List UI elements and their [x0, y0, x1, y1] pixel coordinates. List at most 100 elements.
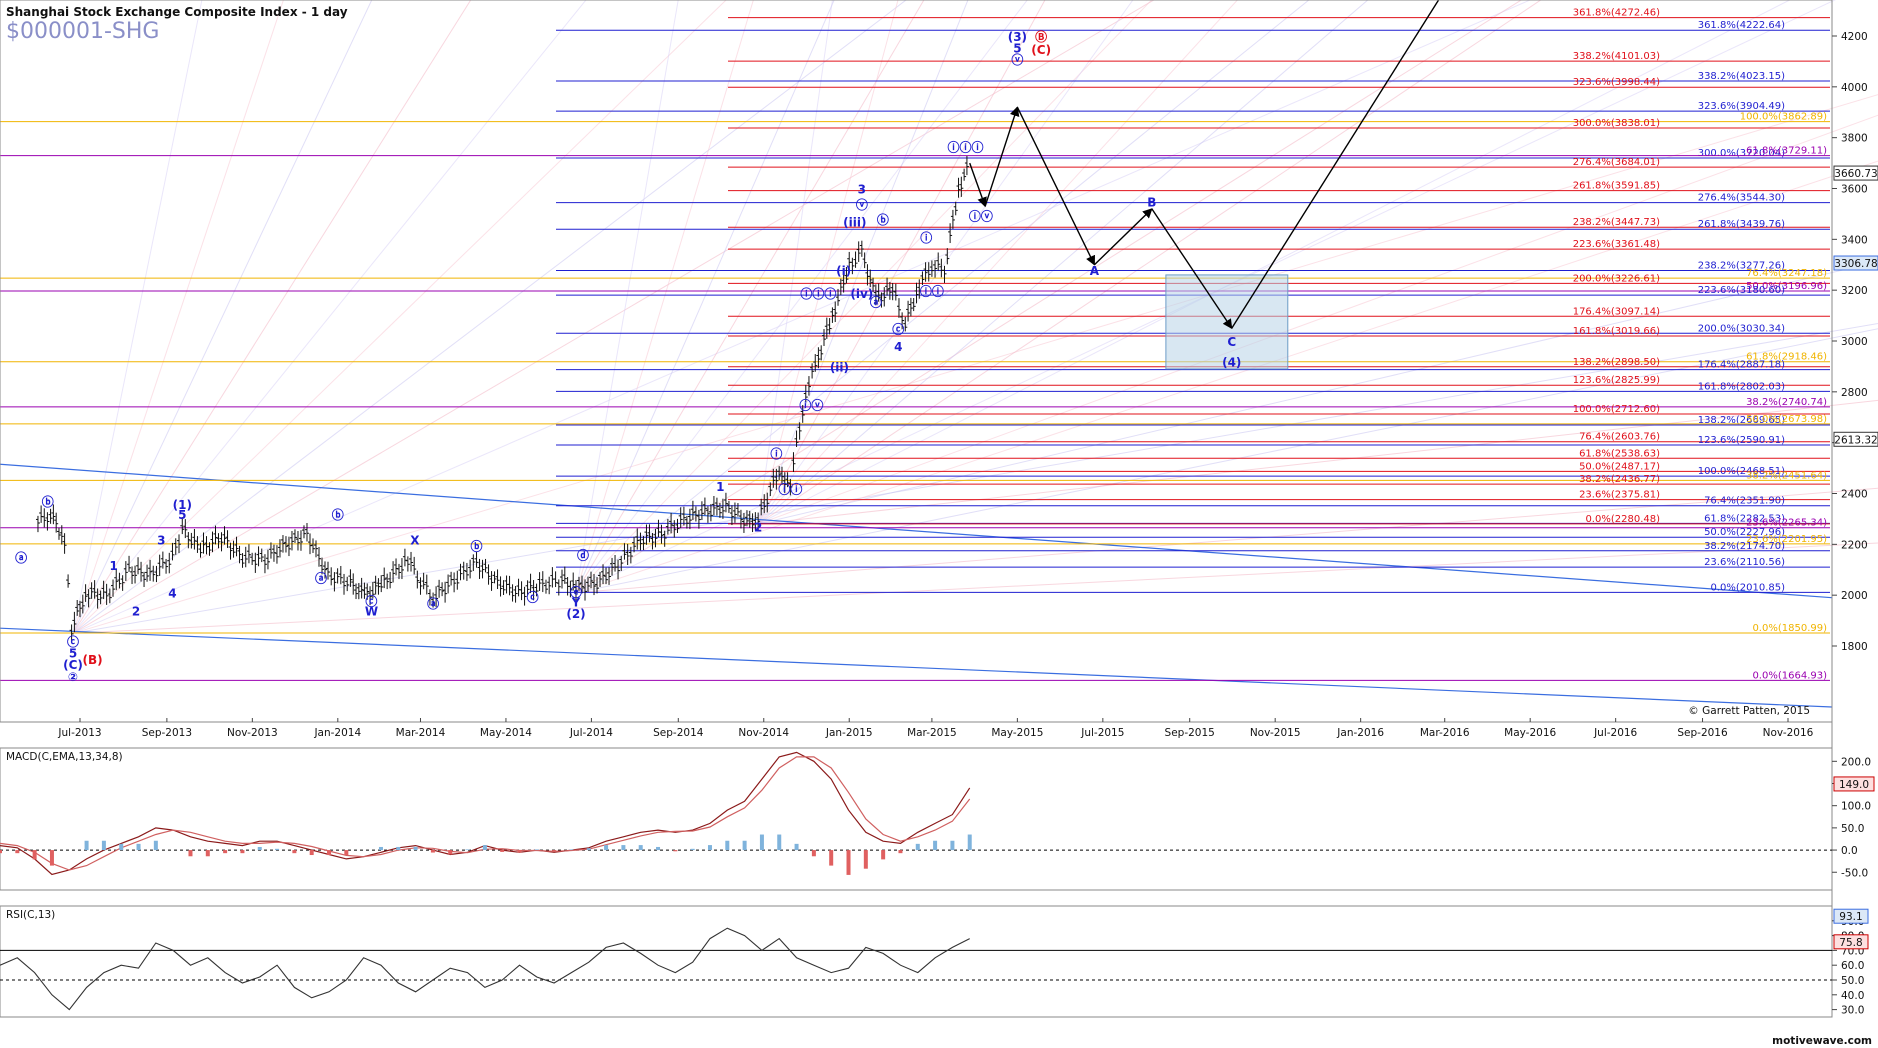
x-tick-label: Mar-2015 — [907, 727, 957, 739]
fib-level-label: 38.2%(2451.64) — [1746, 470, 1827, 481]
wave-label: 1 — [109, 559, 117, 573]
fib-level-label: 38.2%(2740.74) — [1746, 397, 1827, 408]
wave-label: (i) — [836, 264, 851, 278]
macd-histogram-bar — [742, 840, 747, 851]
fib-level-label: 50.0%(3196.96) — [1746, 281, 1827, 292]
projection-arrow — [984, 106, 1020, 207]
fib-level-label: 23.6%(2201.95) — [1746, 534, 1827, 545]
wave-label: ⓘ — [920, 230, 932, 245]
fan-line — [575, 0, 1153, 593]
fan-line — [757, 0, 833, 525]
macd-histogram-bar — [84, 840, 89, 851]
macd-histogram-bar — [690, 848, 695, 851]
wave-label: Y — [571, 596, 581, 610]
y-tick-label: 2800 — [1841, 387, 1868, 399]
x-tick-label: Jan-2014 — [313, 727, 361, 739]
brand-label: motivewave.com — [1772, 1035, 1872, 1047]
copyright-label: © Garrett Patten, 2015 — [1688, 705, 1810, 717]
fan-line — [575, 0, 1310, 594]
x-tick-label: Jul-2013 — [57, 727, 101, 739]
channel-line-upper — [0, 463, 1833, 599]
projection-arrow — [1093, 208, 1153, 266]
fan-line — [72, 0, 907, 634]
wave-label: B — [1147, 195, 1156, 209]
channel-line-lower — [0, 627, 1833, 708]
fib-level-label: 38.2%(2436.77) — [1579, 474, 1660, 485]
price-tag-label: 3660.73 — [1834, 168, 1877, 180]
wave-label: (4) — [1222, 355, 1241, 369]
macd-histogram-bar — [309, 850, 314, 856]
macd-histogram-bar — [794, 843, 799, 851]
macd-histogram-bar — [240, 850, 245, 854]
macd-value-tag — [1833, 776, 1875, 792]
fib-level-label: 338.2%(4101.03) — [1573, 51, 1660, 62]
rsi-panel: RSI(C,13)30.040.050.060.070.080.090.093.… — [0, 908, 1869, 1017]
fib-level-label: 338.2%(4023.15) — [1698, 71, 1785, 82]
projection-arrow — [969, 162, 987, 208]
macd-histogram-bar — [482, 845, 487, 851]
fan-line — [575, 0, 1028, 593]
wave-label: (iii) — [843, 216, 866, 230]
macd-histogram-bar — [153, 840, 158, 851]
x-tick-label: Sep-2013 — [142, 727, 192, 739]
wave-label: ⓘⓥ — [799, 398, 823, 413]
wave-label: (3) — [1008, 30, 1027, 44]
wave-label: ⓔ — [570, 584, 582, 599]
wave-label: ⓑ — [471, 539, 483, 554]
fib-level-label: 76.4%(2351.90) — [1704, 496, 1785, 507]
fan-line — [757, 114, 1878, 525]
fib-level-label: 61.8%(2282.53) — [1704, 513, 1785, 524]
fan-line — [757, 0, 899, 525]
macd-histogram-bar — [101, 840, 106, 851]
fan-line — [575, 0, 925, 593]
fib-level-label: 176.4%(3097.14) — [1573, 306, 1660, 317]
price-tag-label: 3306.78 — [1834, 258, 1877, 270]
macd-histogram-bar — [396, 846, 401, 851]
macd-histogram-bar — [275, 848, 280, 851]
macd-histogram-bar — [863, 850, 868, 869]
fib-level-label: 61.8%(3729.11) — [1746, 146, 1827, 157]
macd-histogram-bar — [0, 850, 2, 854]
price-series — [35, 156, 969, 643]
fan-line — [575, 328, 1878, 594]
fan-line — [575, 0, 1836, 594]
x-tick-label: Jul-2014 — [569, 727, 613, 739]
fib-level-label: 123.6%(2590.91) — [1698, 435, 1785, 446]
wave-label: ⓘⓘⓘ — [800, 286, 836, 301]
macd-histogram-bar — [950, 840, 955, 851]
wave-label: ⓑ — [42, 494, 54, 509]
fan-line — [575, 487, 1878, 594]
fib-level-label: 138.2%(2669.65) — [1698, 415, 1785, 426]
fan-line — [575, 0, 679, 593]
fib-level-label: 50.0%(2673.98) — [1746, 414, 1827, 425]
y-tick-label: 4000 — [1841, 82, 1868, 94]
fib-level-label: 100.0%(2468.51) — [1698, 466, 1785, 477]
macd-y-tick-label: -50.0 — [1841, 867, 1868, 879]
fan-line — [757, 0, 1239, 525]
macd-panel: MACD(C,EMA,13,34,8)-50.00.050.0100.0150.… — [0, 751, 1875, 879]
projection-arrow — [1151, 208, 1233, 330]
wave-label: ⓒ — [527, 590, 539, 605]
fib-level-label: 300.0%(3720.04) — [1698, 148, 1785, 159]
macd-histogram-bar — [292, 850, 297, 854]
wave-label: 1 — [716, 480, 724, 494]
wave-label: ⓘⓥ — [969, 208, 993, 223]
price-tag — [1833, 165, 1878, 181]
rsi-y-tick-label: 40.0 — [1841, 990, 1864, 1002]
macd-histogram-bar — [15, 850, 20, 854]
wave-label: (C) — [63, 658, 83, 672]
fib-level-label: 261.8%(3591.85) — [1573, 181, 1660, 192]
fan-line — [757, 0, 1134, 525]
wave-label: ⓘⓘⓘ — [948, 140, 984, 155]
rsi-series-line — [0, 927, 970, 1011]
x-tick-label: Jan-2016 — [1336, 727, 1384, 739]
wave-label: 3 — [858, 183, 866, 197]
fan-line — [72, 0, 373, 634]
projection-path — [969, 0, 1446, 370]
wave-label: 2 — [132, 605, 140, 619]
rsi-title: RSI(C,13) — [6, 909, 55, 921]
wave-label: ⓘⓘ — [920, 283, 944, 298]
fan-line — [575, 0, 835, 593]
macd-histogram-bar — [32, 850, 37, 860]
fib-level-label: 123.6%(2825.99) — [1573, 375, 1660, 386]
